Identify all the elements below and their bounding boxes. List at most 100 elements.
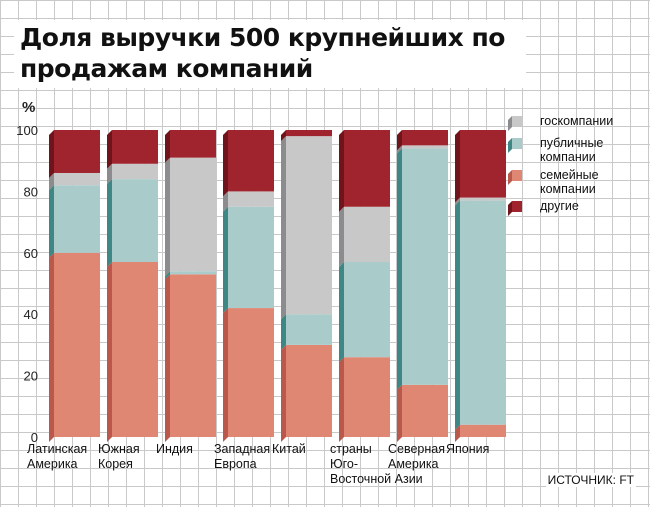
y-axis-label: % [22,99,35,116]
bar-segment [170,157,216,272]
x-category-label-line: страны [330,442,372,456]
source-note: ИСТОЧНИК: FT [545,473,636,487]
bar-segment [286,314,332,345]
bar-side-segment [223,130,228,197]
bar-segment [460,197,506,201]
bar-segment [402,145,448,149]
bar-side-segment [49,172,54,191]
bar-segment [54,252,100,437]
bar-segment [344,262,390,358]
bar-segment [112,262,158,437]
legend-swatch-side [508,170,512,185]
x-category-label: Индия [156,442,193,456]
bar-side-segment [165,157,170,277]
chart-title: Доля выручки 500 крупнейших по продажам … [14,20,526,88]
bar-side-segment [397,148,402,390]
legend-label-line: компании [540,150,596,164]
legend-label: публичные компании [540,136,603,164]
legend-label-line: другие [540,199,579,213]
bar-segment [54,172,100,186]
legend-swatch [512,170,522,181]
legend-swatch [512,138,522,149]
bar-side-segment [49,252,54,442]
bar-side-segment [107,130,112,169]
y-tick-label: 60 [24,246,38,261]
x-category-label: Северная Америка [388,442,445,471]
bar-side-segment [49,185,54,258]
bar-segment [344,206,390,263]
x-category-label: Южная Корея [98,442,140,471]
legend-swatch-side [508,116,512,131]
legend-swatch [512,201,522,212]
bar-side-segment [223,191,228,212]
bar-segment [112,130,158,164]
bar-segment [228,206,274,309]
y-tick-label: 80 [24,184,38,199]
legend-label-line: госкомпании [540,114,613,128]
bar-side-segment [281,130,286,142]
y-tick-label: 40 [24,307,38,322]
x-category-label: страны Юго-Восточной Азии [330,442,423,486]
x-category-label: Латинская Америка [27,442,87,471]
bar-side-segment [397,384,402,442]
bar-side-segment [397,145,402,154]
legend-swatch [512,116,522,127]
bar-side-segment [107,163,112,185]
bar-side-segment [339,206,344,268]
bar-side-segment [339,130,344,212]
bar-segment [170,130,216,158]
bar-segment [54,130,100,173]
legend-label: семейные компании [540,168,599,196]
x-category-label: Западная Европа [214,442,270,471]
x-category-label-line: Западная [214,442,270,456]
legend-label-line: семейные [540,168,599,182]
bar-side-segment [455,424,460,442]
x-category-label: Япония [446,442,489,456]
bar-segment [460,424,506,437]
y-tick-label: 100 [16,123,38,138]
legend-label-line: компании [540,182,596,196]
x-category-label-line: Китай [272,442,306,456]
legend-swatch-side [508,201,512,216]
y-tick-label: 20 [24,369,38,384]
bar-side-segment [165,130,170,163]
bar-side-segment [165,274,170,442]
bar-side-segment [165,271,170,280]
bar-side-segment [339,357,344,442]
bar-segment [460,200,506,425]
x-category-label-line: Америка [27,457,78,471]
x-category-label-line: Европа [214,457,257,471]
bar-segment [112,163,158,180]
bar-segment [112,179,158,263]
x-category-label-line: Япония [446,442,489,456]
x-category-label-line: Латинская [27,442,87,456]
bar-segment [344,130,390,207]
bar-side-segment [107,179,112,268]
legend-label: другие [540,199,579,213]
x-category-label-line: Северная [388,442,445,456]
bar-segment [228,191,274,207]
legend-label-line: публичные [540,136,603,150]
bar-side-segment [281,314,286,350]
bar-segment [286,344,332,437]
bar-side-segment [49,130,54,178]
bar-segment [170,274,216,437]
bar-side-segment [223,206,228,314]
legend-swatch-side [508,138,512,153]
bar-segment [460,130,506,198]
x-category-label-line: Корея [98,457,133,471]
bar-segment [402,384,448,437]
x-category-label-line: Индия [156,442,193,456]
bar-segment [170,271,216,275]
bar-side-segment [455,130,460,203]
bar-side-segment [397,130,402,151]
x-category-label-line: Восточной Азии [330,472,423,486]
x-category-label-line: Юго- [330,457,358,471]
bar-side-segment [281,136,286,320]
bar-segment [286,130,332,137]
bar-side-segment [455,197,460,206]
bar-segment [344,357,390,437]
bar-side-segment [223,308,228,442]
bar-segment [54,185,100,253]
